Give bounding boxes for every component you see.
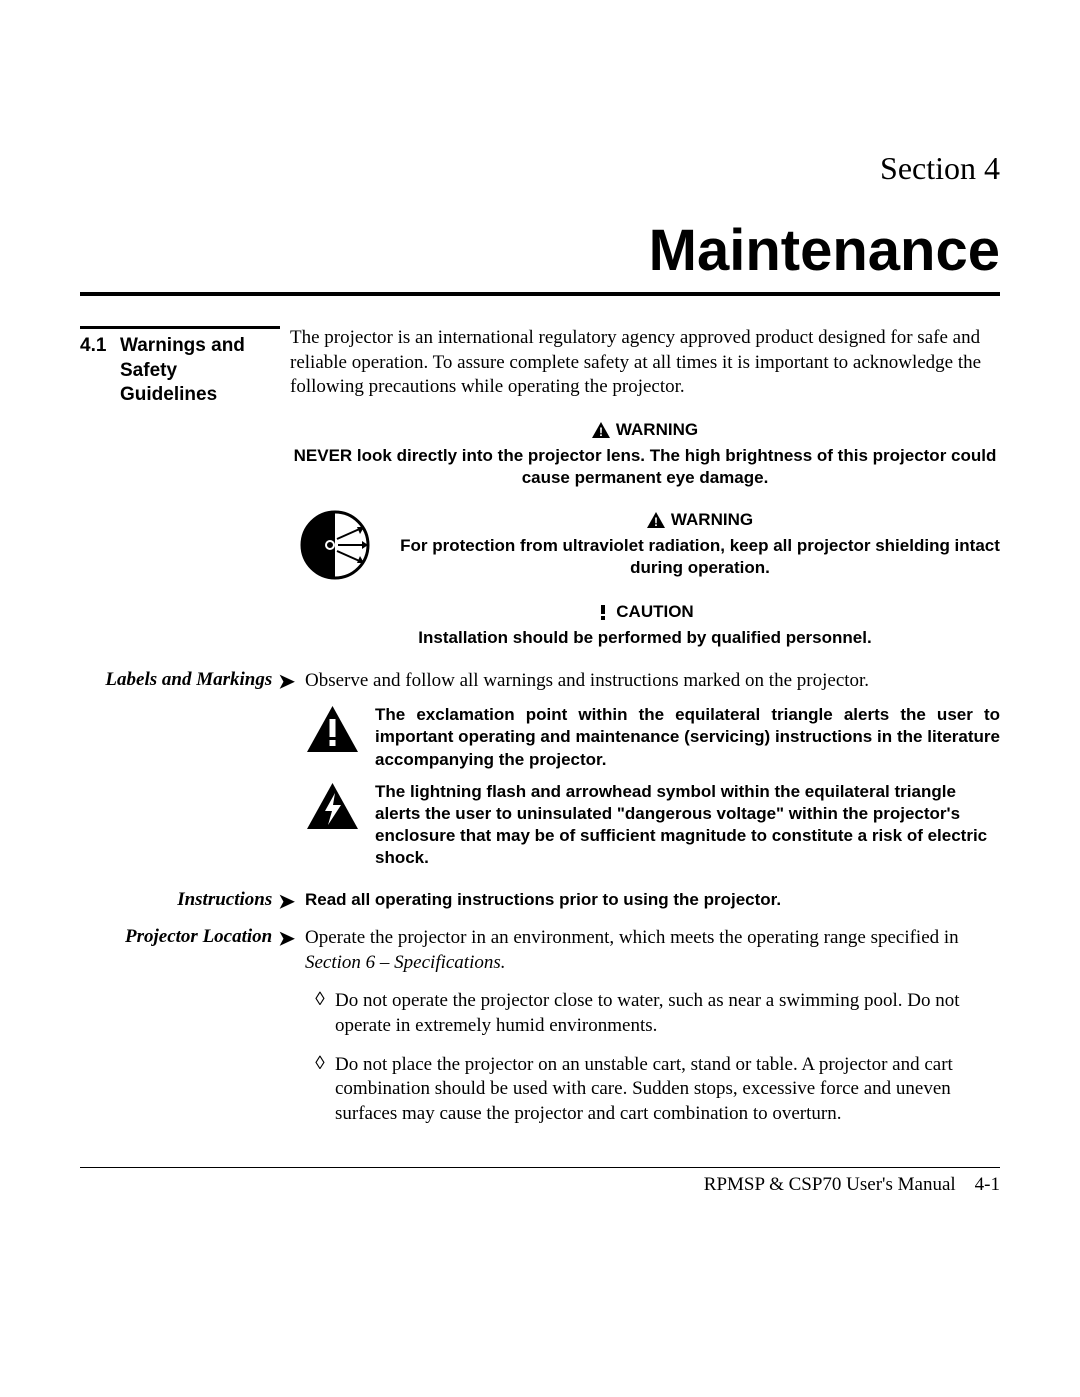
exclaim-triangle-text: The exclamation point within the equilat…: [375, 704, 1000, 770]
labels-markings-row: Labels and Markings ➤ Observe and follow…: [80, 669, 1000, 694]
bullet-1-text: Do not operate the projector close to wa…: [335, 989, 1000, 1038]
diamond-bullet-icon: ◊: [305, 989, 335, 1038]
labels-markings-text: Labels and Markings: [105, 669, 272, 691]
caution-block: CAUTION Installation should be performed…: [290, 602, 1000, 649]
exclaim-triangle-icon: [305, 704, 360, 754]
footer-rule: [80, 1167, 1000, 1168]
location-spec-ref: Section 6 – Specifications.: [305, 952, 506, 973]
subsection-title: Warnings and Safety Guidelines: [120, 334, 275, 408]
uv-radiation-icon: [290, 507, 380, 582]
footer-page-number: 4-1: [975, 1174, 1000, 1195]
arrow-icon: ➤: [278, 669, 295, 694]
subsection-number: 4.1: [80, 334, 120, 408]
caution-label: CAUTION: [616, 602, 693, 622]
warning-block-1: ! WARNING NEVER look directly into the p…: [290, 420, 1000, 489]
labels-markings-body: Observe and follow all warnings and inst…: [305, 669, 1000, 694]
caution-text: Installation should be performed by qual…: [290, 627, 1000, 649]
section-label: Section 4: [80, 150, 1000, 187]
subsection-heading: 4.1 Warnings and Safety Guidelines: [80, 334, 275, 408]
diamond-bullet-icon: ◊: [305, 1053, 335, 1127]
warning-row-2: ! WARNING For protection from ultraviole…: [290, 507, 1000, 582]
footer-manual-name: RPMSP & CSP70 User's Manual: [704, 1174, 956, 1195]
lightning-triangle-icon: [305, 781, 360, 831]
location-sidelabel: Projector Location ➤: [80, 926, 305, 975]
location-row: Projector Location ➤ Operate the project…: [80, 926, 1000, 975]
warning-triangle-icon: !: [647, 512, 665, 528]
svg-text:!: !: [599, 425, 603, 438]
instructions-label-text: Instructions: [177, 889, 272, 911]
labels-markings-sidelabel: Labels and Markings ➤: [80, 669, 305, 694]
location-text-a: Operate the projector in an environment,…: [305, 927, 959, 948]
bullet-2: ◊ Do not place the projector on an unsta…: [305, 1053, 1000, 1127]
subsection-rule: [80, 326, 280, 329]
bullet-2-text: Do not place the projector on an unstabl…: [335, 1053, 1000, 1127]
caution-exclaim-icon: [596, 604, 610, 620]
intro-paragraph: The projector is an international regula…: [290, 326, 1000, 400]
warning-header-1: ! WARNING: [592, 420, 698, 440]
caution-header: CAUTION: [596, 602, 693, 622]
lightning-triangle-para: The lightning flash and arrowhead symbol…: [305, 781, 1000, 869]
warning-header-2: ! WARNING: [647, 510, 753, 530]
warning-text-1: NEVER look directly into the projector l…: [290, 445, 1000, 489]
svg-text:!: !: [654, 515, 658, 528]
instructions-body: Read all operating instructions prior to…: [305, 889, 1000, 914]
warning-label-1: WARNING: [616, 420, 698, 440]
instructions-sidelabel: Instructions ➤: [80, 889, 305, 914]
title-rule: [80, 292, 1000, 296]
page-title: Maintenance: [80, 217, 1000, 284]
lightning-triangle-text: The lightning flash and arrowhead symbol…: [375, 781, 1000, 869]
warning-block-2: ! WARNING For protection from ultraviole…: [400, 510, 1000, 579]
page: Section 4 Maintenance 4.1 Warnings and S…: [0, 0, 1080, 1397]
exclaim-triangle-para: The exclamation point within the equilat…: [305, 704, 1000, 770]
location-body: Operate the projector in an environment,…: [305, 926, 1000, 975]
instructions-row: Instructions ➤ Read all operating instru…: [80, 889, 1000, 914]
left-column: 4.1 Warnings and Safety Guidelines: [80, 326, 290, 649]
warning-label-2: WARNING: [671, 510, 753, 530]
footer: RPMSP & CSP70 User's Manual 4-1: [80, 1174, 1000, 1196]
location-label-text: Projector Location: [125, 926, 272, 948]
warning-triangle-icon: !: [592, 422, 610, 438]
right-column: The projector is an international regula…: [290, 326, 1000, 649]
warning-text-2: For protection from ultraviolet radiatio…: [400, 535, 1000, 579]
bullet-1: ◊ Do not operate the projector close to …: [305, 989, 1000, 1038]
content-area: 4.1 Warnings and Safety Guidelines The p…: [80, 326, 1000, 649]
arrow-icon: ➤: [278, 889, 295, 914]
arrow-icon: ➤: [278, 926, 295, 951]
